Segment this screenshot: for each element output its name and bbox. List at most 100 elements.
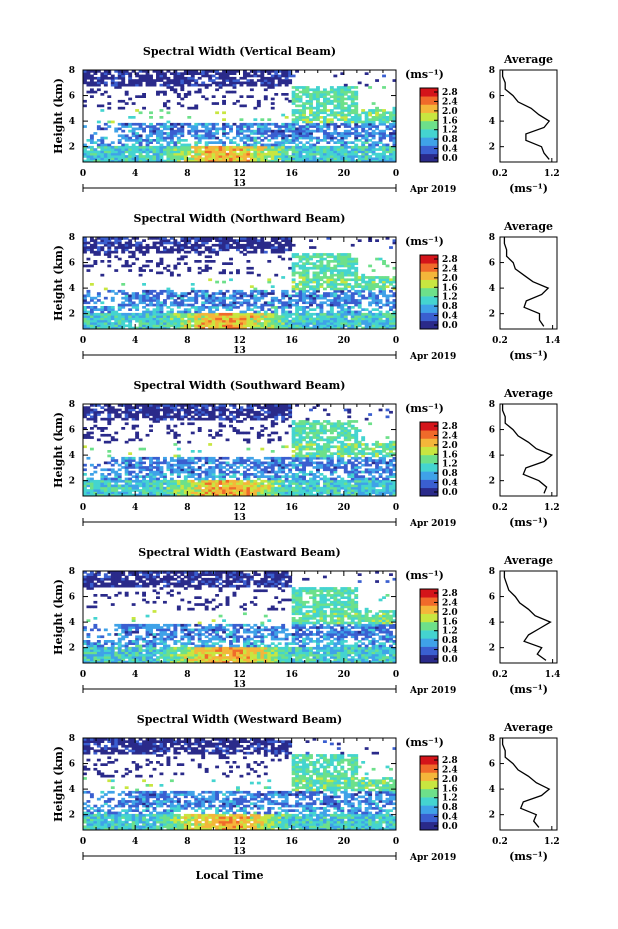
heatmap-cell: [135, 303, 140, 307]
heatmap-cell: [340, 152, 345, 156]
heatmap-cell: [183, 152, 188, 156]
heatmap-cell: [135, 463, 140, 467]
heatmap-cell: [249, 136, 254, 140]
heatmap-cell: [298, 260, 303, 263]
heatmap-cell: [309, 150, 313, 154]
heatmap-cell: [166, 145, 171, 149]
heatmap-cell: [295, 283, 300, 286]
heatmap-cell: [218, 150, 223, 154]
heatmap-cell: [326, 93, 331, 96]
heatmap-cell: [340, 99, 345, 103]
heatmap-cell: [350, 271, 355, 275]
heatmap-cell: [124, 459, 129, 462]
heatmap-cell: [197, 427, 202, 430]
heatmap-cell: [194, 486, 199, 490]
heatmap-cell: [86, 139, 91, 142]
heatmap-cell: [281, 134, 286, 138]
heatmap-cell: [156, 468, 160, 472]
heatmap-cell: [96, 427, 101, 430]
heatmap-cell: [246, 152, 251, 156]
heatmap-cell: [340, 139, 345, 142]
heatmap-cell: [156, 132, 160, 135]
heatmap-cell: [319, 95, 324, 98]
heatmap-cell: [96, 482, 101, 485]
heatmap-cell: [162, 491, 167, 495]
heatmap-cell: [312, 159, 317, 163]
heatmap-cell: [260, 81, 265, 85]
heatmap-cell: [211, 74, 216, 78]
heatmap-cell: [149, 111, 153, 115]
heatmap-cell: [225, 438, 230, 442]
heatmap-cell: [246, 148, 251, 151]
heatmap-cell: [194, 477, 199, 481]
heatmap-cell: [340, 319, 345, 323]
heatmap-cell: [176, 408, 181, 412]
heatmap-cell: [142, 489, 146, 492]
heatmap-cell: [302, 301, 306, 305]
heatmap-cell: [350, 306, 355, 309]
heatmap-cell: [142, 482, 146, 485]
heatmap-cell: [110, 241, 115, 245]
heatmap-cell: [375, 116, 380, 119]
heatmap-cell: [375, 257, 380, 261]
heatmap-cell: [166, 106, 171, 110]
profile-title: Average: [503, 220, 553, 233]
heatmap-cell: [96, 324, 101, 328]
heatmap-cell: [291, 264, 296, 268]
heatmap-cell: [340, 299, 345, 302]
heatmap-cell: [288, 125, 293, 128]
heatmap-cell: [298, 109, 303, 112]
heatmap-cell: [333, 132, 338, 135]
heatmap-cell: [131, 466, 136, 469]
heatmap-cell: [239, 152, 244, 156]
heatmap-cell: [382, 111, 386, 115]
heatmap-cell: [83, 408, 87, 412]
heatmap-cell: [249, 246, 254, 249]
heatmap-cell: [281, 308, 286, 311]
heatmap-cell: [149, 310, 153, 314]
heatmap-cell: [322, 326, 327, 330]
heatmap-cell: [350, 155, 355, 158]
heatmap-cell: [316, 141, 320, 144]
heatmap-cell: [89, 95, 94, 98]
heatmap-cell: [187, 150, 192, 154]
heatmap-cell: [173, 83, 178, 87]
heatmap-cell: [93, 322, 98, 325]
heatmap-cell: [239, 491, 244, 495]
heatmap-cell: [128, 479, 133, 483]
heatmap-cell: [319, 159, 324, 163]
heatmap-cell: [187, 463, 192, 467]
heatmap-cell: [180, 76, 185, 80]
heatmap-cell: [96, 88, 101, 92]
profile-y-tick-label: 6: [489, 92, 495, 102]
heatmap-cell: [326, 285, 331, 288]
heatmap-cell: [162, 102, 167, 105]
heatmap-cell: [166, 141, 171, 144]
colorbar-unit: (ms⁻¹): [405, 235, 444, 248]
heatmap-cell: [354, 315, 359, 318]
heatmap-cell: [124, 479, 129, 483]
heatmap-cell: [347, 95, 352, 98]
heatmap-cell: [333, 106, 338, 110]
heatmap-cell: [316, 97, 320, 101]
heatmap-cell: [145, 408, 150, 412]
heatmap-cell: [312, 312, 317, 316]
heatmap-cell: [138, 136, 143, 140]
heatmap-cell: [131, 127, 136, 131]
heatmap-cell: [225, 70, 230, 73]
heatmap-cell: [246, 129, 251, 133]
heatmap-cell: [263, 95, 268, 98]
heatmap-cell: [326, 319, 331, 323]
colorbar-tick-label: 0.4: [442, 145, 458, 155]
heatmap-cell: [138, 127, 143, 131]
heatmap-cell: [103, 493, 108, 497]
heatmap-cell: [159, 479, 164, 483]
heatmap-cell: [86, 491, 91, 495]
heatmap-cell: [284, 289, 289, 293]
heatmap-cell: [343, 283, 348, 286]
heatmap-cell: [263, 127, 268, 131]
heatmap-cell: [375, 322, 380, 325]
profile-line: [501, 70, 551, 160]
heatmap-cell: [350, 266, 355, 270]
heatmap-cell: [368, 324, 373, 328]
